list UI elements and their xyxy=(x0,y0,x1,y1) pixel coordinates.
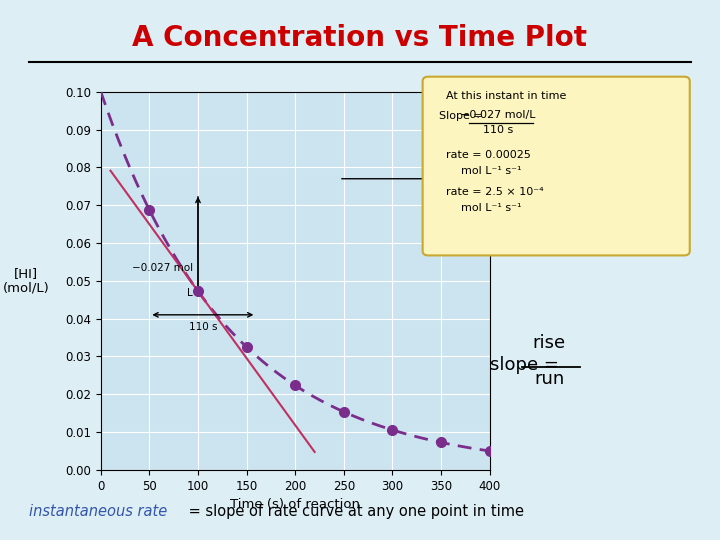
Text: Slope =: Slope = xyxy=(439,111,487,122)
Text: −0.027 mol/L: −0.027 mol/L xyxy=(461,110,536,120)
Text: 110 s: 110 s xyxy=(189,322,217,333)
Y-axis label: [HI]
(mol/L): [HI] (mol/L) xyxy=(3,267,50,295)
Text: slope =: slope = xyxy=(490,355,564,374)
X-axis label: Time (s) of reaction: Time (s) of reaction xyxy=(230,498,360,511)
Text: L: L xyxy=(187,288,193,299)
Text: mol L⁻¹ s⁻¹: mol L⁻¹ s⁻¹ xyxy=(461,203,521,213)
Text: = slope of rate curve at any one point in time: = slope of rate curve at any one point i… xyxy=(184,504,523,519)
Text: run: run xyxy=(534,370,564,388)
Text: At this instant in time: At this instant in time xyxy=(446,91,567,101)
Text: 110 s: 110 s xyxy=(483,125,513,135)
Text: rate = 0.00025: rate = 0.00025 xyxy=(446,150,531,160)
Text: mol L⁻¹ s⁻¹: mol L⁻¹ s⁻¹ xyxy=(461,166,521,177)
Text: rate = 2.5 × 10⁻⁴: rate = 2.5 × 10⁻⁴ xyxy=(446,187,544,197)
Text: instantaneous rate: instantaneous rate xyxy=(29,504,167,519)
Text: rise: rise xyxy=(533,334,566,352)
Text: A Concentration vs Time Plot: A Concentration vs Time Plot xyxy=(132,24,588,52)
Text: −0.027 mol: −0.027 mol xyxy=(132,263,193,273)
